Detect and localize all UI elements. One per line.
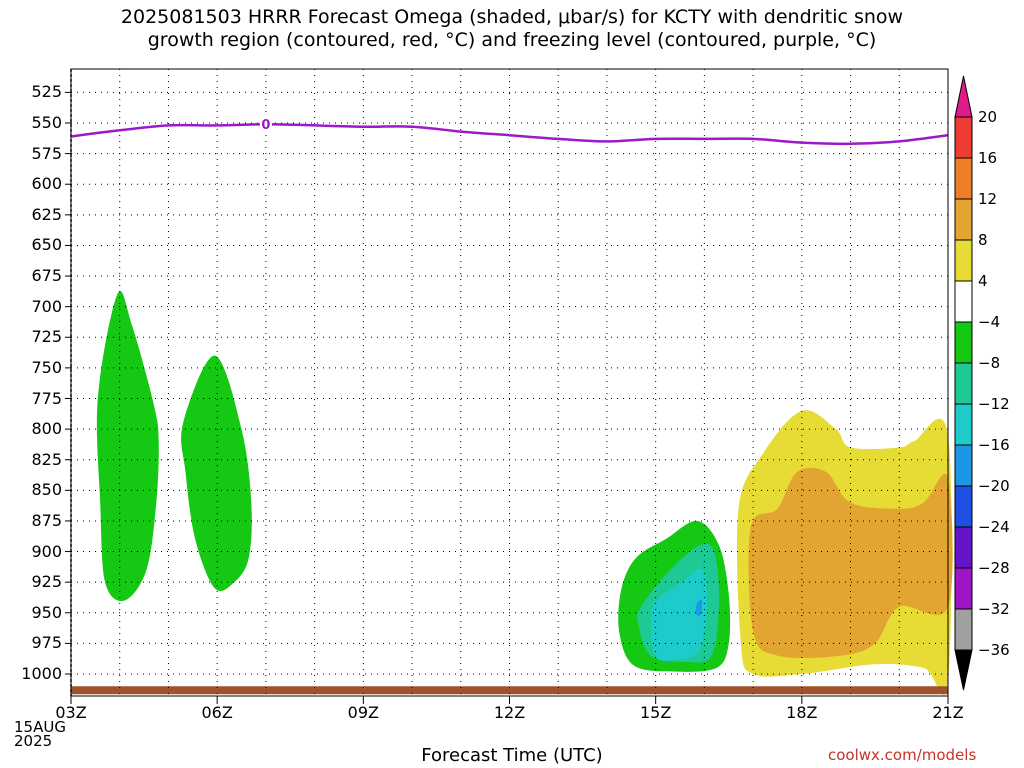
colorbar-band [954, 567, 973, 610]
colorbar-label: 20 [978, 108, 998, 126]
colorbar-label: −20 [978, 477, 1010, 495]
colorbar-band [954, 526, 973, 569]
x-tick-label: 03Z [55, 703, 87, 722]
colorbar-band [954, 485, 973, 528]
colorbar-bottom-arrow [954, 649, 973, 691]
y-tick-label: 925 [31, 572, 62, 592]
colorbar-band [954, 321, 973, 364]
omega-region-1 [181, 355, 252, 592]
title-line-1: 2025081503 HRRR Forecast Omega (shaded, … [120, 6, 904, 28]
colorbar-band [954, 403, 973, 446]
y-tick-label: 950 [31, 602, 62, 622]
y-tick-label: 850 [31, 480, 62, 500]
colorbar-band [954, 157, 973, 200]
colorbar-label: −28 [978, 559, 1010, 577]
title-line-2: growth region (contoured, red, °C) and f… [147, 29, 877, 51]
y-tick-label: 725 [31, 327, 62, 347]
omega-region-5 [695, 599, 703, 616]
y-tick-label: 550 [31, 113, 62, 132]
colorbar-band [954, 198, 973, 241]
colorbar-label: −32 [978, 600, 1010, 618]
colorbar-label: −16 [978, 436, 1010, 454]
y-tick-label: 625 [31, 204, 62, 224]
omega-region-0 [96, 291, 159, 602]
y-tick-label: 975 [31, 633, 62, 653]
x-tick-label: 21Z [932, 703, 964, 722]
colorbar-label: 12 [978, 190, 998, 208]
y-tick-label: 525 [31, 82, 62, 102]
freezing-level-line [70, 122, 949, 146]
y-tick-label: 825 [31, 449, 62, 469]
y-tick-label: 750 [31, 357, 62, 377]
colorbar [954, 75, 973, 691]
x-tick-label: 06Z [201, 703, 233, 722]
colorbar-label: −12 [978, 395, 1010, 413]
x-tick-label: 09Z [347, 703, 379, 722]
x-date-line-1: 15AUG [14, 718, 66, 736]
colorbar-label: −36 [978, 641, 1010, 659]
omega-shading-layer [71, 291, 953, 696]
y-tick-label: 900 [31, 541, 62, 561]
y-tick-label: 575 [31, 143, 62, 163]
y-tick-label: 600 [31, 174, 62, 194]
colorbar-band [954, 280, 973, 323]
gridlines [70, 69, 948, 696]
colorbar-label: 8 [978, 231, 988, 249]
credit-link[interactable]: coolwx.com/models [828, 746, 977, 764]
y-tick-label: 650 [31, 235, 62, 255]
colorbar-label: 16 [978, 149, 998, 167]
colorbar-band [954, 239, 973, 282]
colorbar-band [954, 116, 973, 159]
colorbar-label: −8 [978, 354, 1001, 372]
y-tick-label: 775 [31, 388, 62, 408]
colorbar-band [954, 444, 973, 487]
y-tick-label: 700 [31, 296, 62, 316]
x-axis-title: Forecast Time (UTC) [421, 745, 603, 766]
y-tick-label: 875 [31, 510, 62, 530]
colorbar-top-arrow [954, 75, 973, 118]
colorbar-band [954, 608, 973, 651]
freezing-label-bg [259, 116, 272, 133]
colorbar-label: 4 [978, 272, 988, 290]
contour-layer: 0 [70, 116, 949, 146]
ground-surface [71, 686, 948, 695]
y-tick-label: 800 [31, 419, 62, 439]
chart-title: 2025081503 HRRR Forecast Omega (shaded, … [0, 6, 1024, 52]
x-tick-label: 15Z [639, 703, 672, 722]
x-date-line-2: 2025 [14, 732, 53, 750]
x-tick-label: 18Z [786, 703, 818, 722]
omega-region-4 [650, 568, 707, 662]
x-tick-label: 12Z [493, 703, 526, 722]
colorbar-label: −24 [978, 518, 1010, 536]
colorbar-label: −4 [978, 313, 1001, 331]
y-tick-label: 675 [31, 266, 62, 286]
axis-ticks [65, 91, 949, 704]
y-tick-label: 1000 [21, 664, 62, 683]
omega-region-7 [748, 467, 953, 658]
freezing-level-label: 0 [261, 118, 270, 133]
colorbar-band [954, 362, 973, 405]
